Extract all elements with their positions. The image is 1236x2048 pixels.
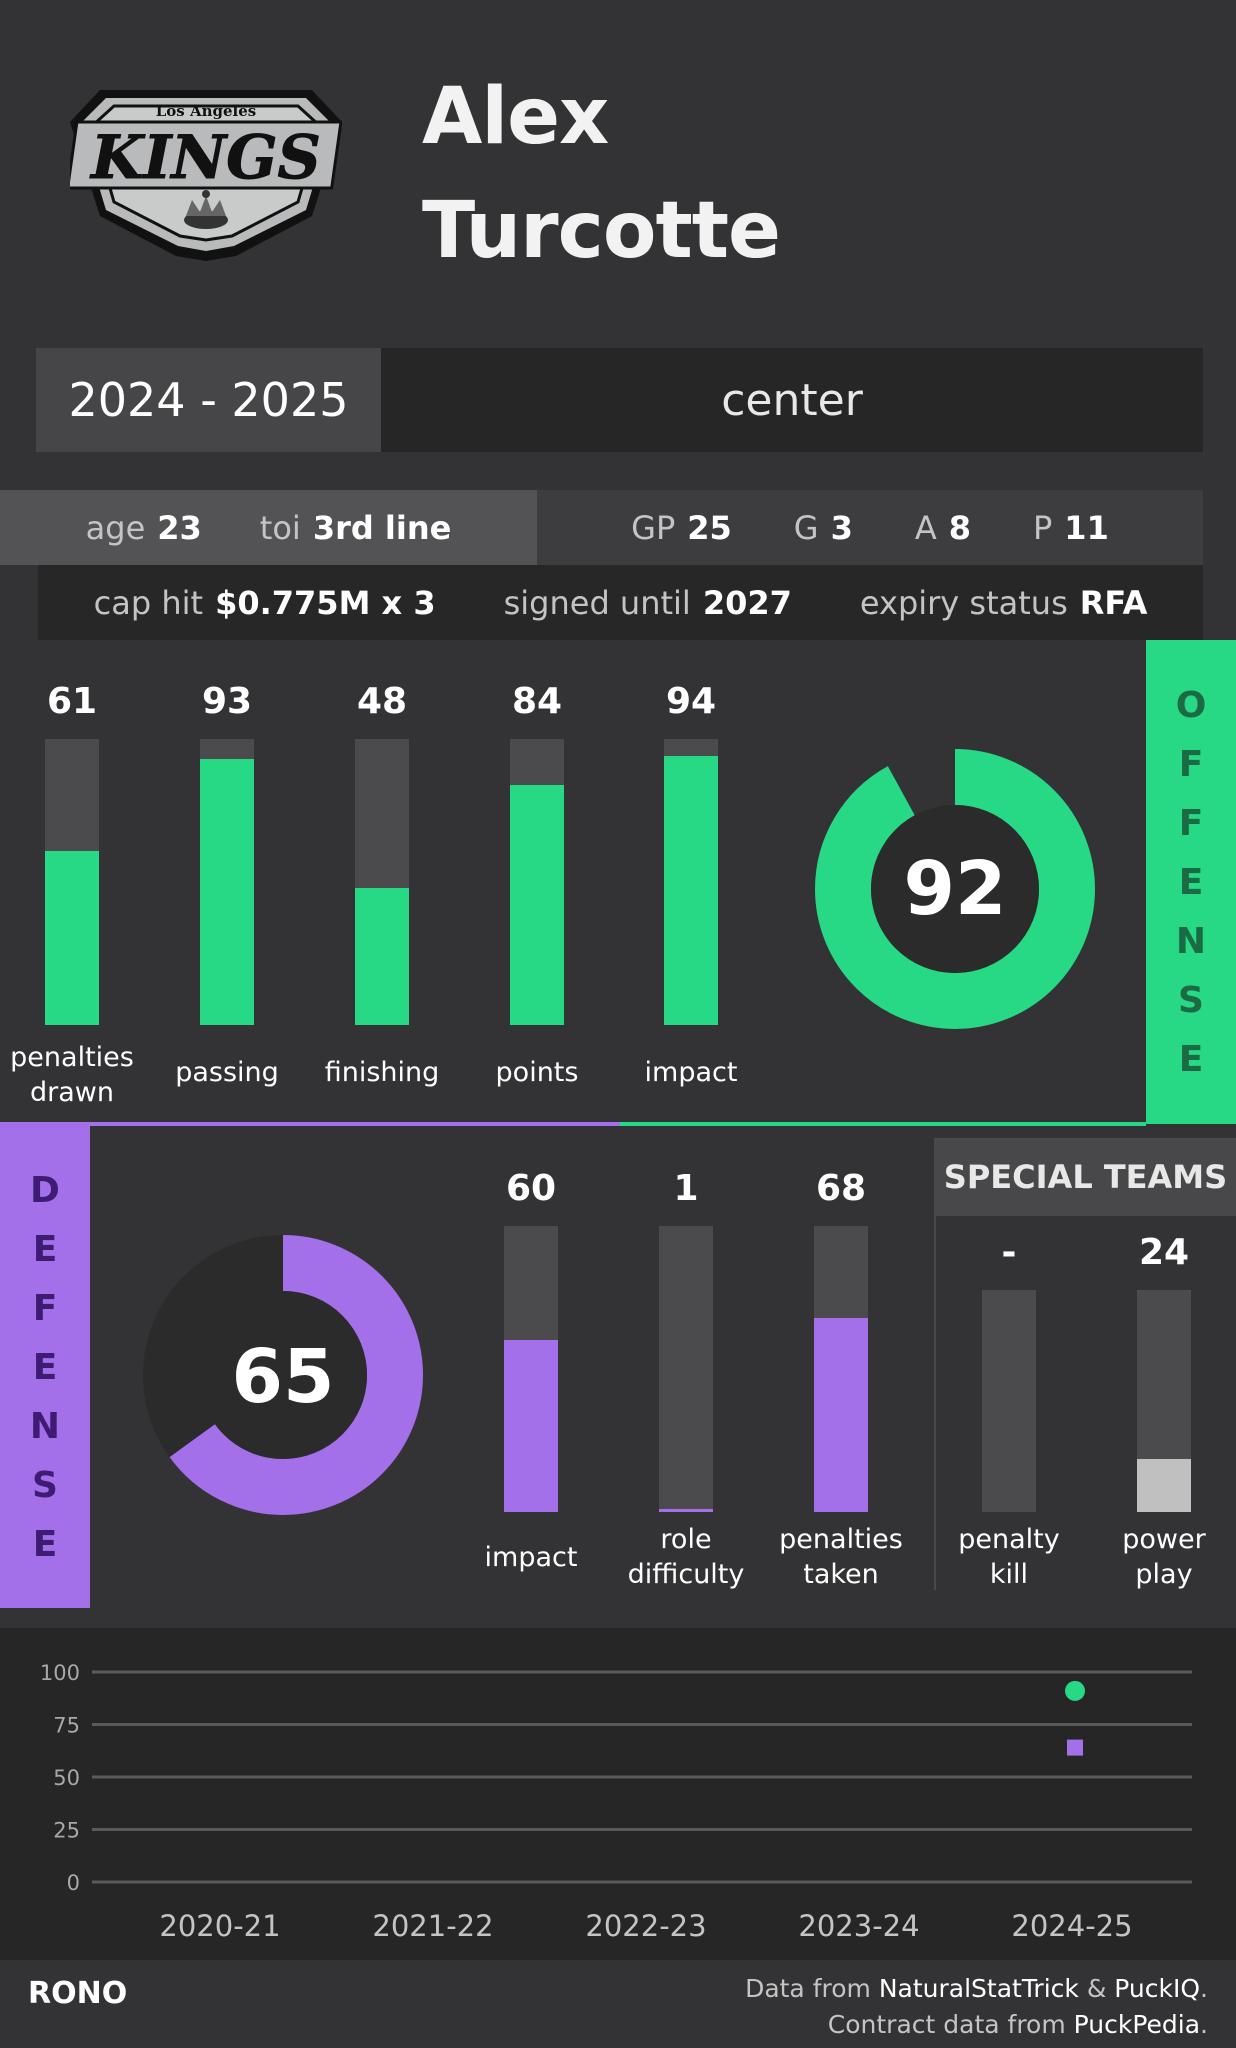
special-teams-bar-track — [982, 1290, 1036, 1512]
defense-overall-value: 65 — [232, 1334, 335, 1420]
defense-bar-value: 1 — [673, 1168, 699, 1209]
chart-y-tick-label: 25 — [53, 1819, 80, 1843]
credit-source-naturalstattrick: NaturalStatTrick — [878, 1974, 1079, 2003]
points-label: P — [1033, 508, 1053, 547]
special-teams-bar-track — [1137, 1290, 1191, 1512]
special-teams-bar-fill — [1137, 1458, 1191, 1512]
special-teams-bar-value: 24 — [1138, 1232, 1190, 1273]
defense-bar-fill — [814, 1317, 868, 1512]
offense-side-letter: E — [1178, 1038, 1204, 1080]
offense-side-letter: F — [1178, 802, 1204, 844]
contract-credit-prefix: Contract data from — [827, 2010, 1074, 2039]
logo-top-text: Los Angeles — [156, 102, 256, 120]
player-position: center — [381, 348, 1203, 452]
defense-side-letter: E — [32, 1346, 58, 1388]
signed-until-value: 2027 — [702, 583, 792, 622]
footer — [0, 1960, 1236, 2048]
gp-label: GP — [631, 508, 676, 547]
defense-bar-label: role difficulty — [627, 1524, 745, 1590]
chart-y-tick-label: 100 — [40, 1661, 80, 1685]
chart-point — [1065, 1680, 1085, 1701]
goals-value: 3 — [830, 508, 853, 547]
data-credit: Data from NaturalStatTrick & PuckIQ. — [745, 1974, 1208, 2003]
offense-side-letter: F — [1178, 743, 1204, 785]
season-trend-chart: 100 75 50 25 0 2020-21 2021-22 2022-23 2023-24 20… — [0, 1628, 1236, 1960]
team-logo: Los Angeles KINGS — [70, 90, 342, 261]
defense-side-letter: N — [29, 1405, 61, 1447]
credit-source-puckiq: PuckIQ — [1114, 1974, 1201, 2003]
creator-logo: RONO — [28, 1976, 128, 2011]
age-label: age — [85, 508, 146, 547]
contract-credit-end: . — [1200, 2010, 1208, 2039]
defense-side-letter: D — [30, 1169, 60, 1211]
defense-overall-donut: 65 — [143, 1235, 423, 1515]
credit-amp: & — [1078, 1974, 1115, 2003]
defense-bar-label: penalties taken — [779, 1524, 903, 1590]
cap-hit-label: cap hit — [93, 583, 204, 622]
cap-hit-value: $0.775M x 3 — [215, 583, 436, 622]
defense-side-letter: S — [32, 1464, 58, 1506]
defense-bar-value: 68 — [815, 1168, 867, 1209]
credit-end: . — [1200, 1974, 1208, 2003]
defense-bar-track — [814, 1226, 868, 1512]
points-value: 11 — [1064, 508, 1109, 547]
defense-bar-fill — [659, 1509, 713, 1512]
contract-credit: Contract data from PuckPedia. — [828, 2010, 1208, 2039]
defense-donut-ring — [143, 1235, 423, 1515]
special-teams-bar-label: penalty kill — [958, 1524, 1060, 1590]
defense-side-letter: E — [32, 1523, 58, 1565]
offense-donut-ring — [815, 749, 1095, 1029]
chart-x-tick-label: 2023-24 — [798, 1909, 919, 1943]
defense-bar-label: impact — [484, 1542, 578, 1573]
expiry-status-value: RFA — [1079, 583, 1148, 622]
defense-side-letter: E — [32, 1228, 58, 1270]
expiry-status-label: expiry status — [859, 583, 1068, 622]
player-first-name: Alex — [422, 72, 609, 162]
chart-x-tick-label: 2022-23 — [585, 1909, 706, 1943]
offense-side-letter: E — [1178, 861, 1204, 903]
chart-x-tick-label: 2021-22 — [372, 1909, 493, 1943]
chart-y-tick-label: 50 — [53, 1766, 80, 1790]
section-divider-defense — [0, 1122, 620, 1126]
credit-prefix: Data from — [745, 1974, 879, 2003]
defense-bar-fill — [504, 1340, 558, 1512]
chart-svg: 100 75 50 25 0 2020-21 2021-22 2022-23 2023-24 20… — [40, 1661, 1192, 1943]
special-teams-border — [934, 1138, 936, 1590]
offense-side-letter: N — [1175, 920, 1207, 962]
section-divider-offense — [620, 1122, 1146, 1126]
info-row-age-toi: age 23 toi 3rd line — [0, 490, 537, 565]
toi-label: toi — [259, 508, 301, 547]
chart-x-tick-label: 2024-25 — [1011, 1909, 1132, 1943]
defense-bar-track — [504, 1226, 558, 1512]
defense-side-letter: F — [32, 1287, 58, 1329]
offense-side-letter: S — [1178, 979, 1204, 1021]
player-last-name: Turcotte — [422, 186, 781, 276]
defense-bar-track — [659, 1226, 713, 1512]
defense-bar-value: 60 — [505, 1168, 557, 1209]
special-teams-bar-value: - — [1001, 1232, 1017, 1273]
special-teams-title: SPECIAL TEAMS — [935, 1138, 1236, 1216]
age-value: 23 — [157, 508, 202, 547]
special-teams-bar-label: power play — [1122, 1524, 1206, 1590]
chart-y-tick-label: 75 — [53, 1714, 80, 1738]
chart-y-tick-label: 0 — [67, 1871, 80, 1895]
assists-label: A — [914, 508, 937, 547]
signed-until-label: signed until — [503, 583, 691, 622]
info-row-contract: cap hit $0.775M x 3 signed until 2027 expi… — [38, 565, 1203, 640]
chart-x-tick-label: 2020-21 — [159, 1909, 280, 1943]
offense-side-letter: O — [1175, 684, 1207, 726]
offense-overall-value: 92 — [904, 846, 1007, 932]
gp-value: 25 — [687, 508, 732, 547]
goals-label: G — [793, 508, 819, 547]
season-range: 2024 - 2025 — [36, 348, 381, 452]
toi-value: 3rd line — [312, 508, 452, 547]
assists-value: 8 — [948, 508, 971, 547]
logo-main-text: KINGS — [89, 123, 321, 193]
offense-overall-donut: 92 — [815, 749, 1095, 1029]
chart-point — [1067, 1739, 1083, 1756]
credit-source-puckpedia: PuckPedia — [1073, 2010, 1201, 2039]
